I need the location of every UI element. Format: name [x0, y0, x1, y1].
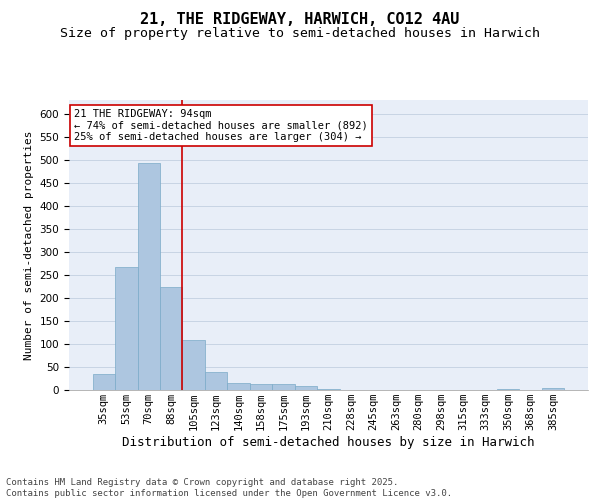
X-axis label: Distribution of semi-detached houses by size in Harwich: Distribution of semi-detached houses by … — [122, 436, 535, 449]
Bar — [92, 374, 115, 390]
Bar — [137, 163, 160, 390]
Text: 21, THE RIDGEWAY, HARWICH, CO12 4AU: 21, THE RIDGEWAY, HARWICH, CO12 4AU — [140, 12, 460, 28]
Bar — [272, 384, 295, 390]
Bar — [497, 388, 520, 390]
Bar — [317, 389, 340, 390]
Y-axis label: Number of semi-detached properties: Number of semi-detached properties — [24, 130, 34, 360]
Text: Contains HM Land Registry data © Crown copyright and database right 2025.
Contai: Contains HM Land Registry data © Crown c… — [6, 478, 452, 498]
Bar — [182, 340, 205, 390]
Bar — [115, 266, 137, 390]
Text: Size of property relative to semi-detached houses in Harwich: Size of property relative to semi-detach… — [60, 28, 540, 40]
Bar — [205, 372, 227, 390]
Bar — [250, 384, 272, 390]
Bar — [227, 383, 250, 390]
Bar — [295, 386, 317, 390]
Bar — [542, 388, 565, 390]
Text: 21 THE RIDGEWAY: 94sqm
← 74% of semi-detached houses are smaller (892)
25% of se: 21 THE RIDGEWAY: 94sqm ← 74% of semi-det… — [74, 108, 368, 142]
Bar — [160, 287, 182, 390]
